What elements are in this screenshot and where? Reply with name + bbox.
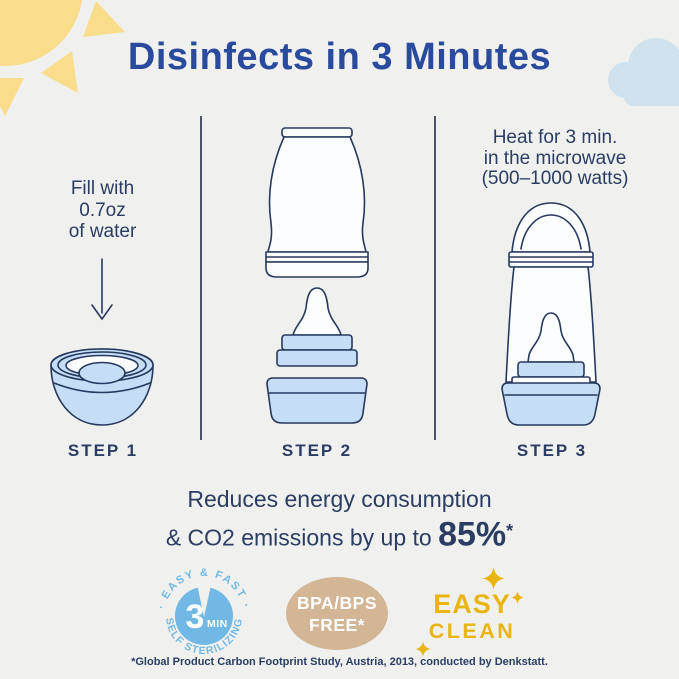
- step3-label: STEP 3: [516, 441, 588, 460]
- sparkle-icon: [415, 641, 431, 657]
- benefit-line2-text: & CO2 emissions by up to: [165, 524, 432, 551]
- timer-3min-icon: 3 MIN: [175, 583, 233, 645]
- sun-icon: [0, 0, 125, 116]
- bpa-free-badge: BPA/BPS FREE*: [286, 577, 388, 650]
- bpa-free-line1: BPA/BPS: [297, 592, 377, 613]
- assembled-bottle-illustration: [501, 202, 601, 426]
- benefit-statement: Reduces energy consumption & CO2 emissio…: [0, 484, 679, 555]
- down-arrow-icon: [91, 258, 113, 321]
- step3-caption: Heat for 3 min. in the microwave (500–10…: [467, 127, 643, 190]
- self-sterilizing-badge: · EASY & FAST · SELF STERILIZING 3 MIN: [156, 567, 251, 657]
- benefit-asterisk: *: [506, 521, 514, 541]
- step1-caption: Fill with 0.7oz of water: [30, 178, 175, 243]
- step1-label: STEP 1: [67, 441, 139, 460]
- badge-minutes-number: 3: [186, 598, 205, 636]
- step1-caption-line: 0.7oz: [79, 199, 126, 221]
- cloud-icon: [608, 38, 679, 106]
- bpa-free-line2: FREE*: [309, 614, 365, 635]
- step1-caption-line: of water: [68, 221, 137, 242]
- easy-clean-line1: EASY: [433, 589, 511, 619]
- page-title: Disinfects in 3 Minutes: [127, 36, 552, 78]
- benefit-line1: Reduces energy consumption: [187, 486, 492, 512]
- column-divider: [200, 116, 202, 440]
- sparkle-icon: [511, 591, 524, 604]
- disassembled-bottle-illustration: [265, 127, 369, 424]
- easy-clean-badge: EASY CLEAN: [405, 589, 539, 643]
- column-divider: [434, 116, 436, 440]
- step3-caption-line: Heat for 3 min.: [492, 127, 618, 148]
- step3-caption-line: (500–1000 watts): [481, 168, 629, 189]
- benefit-highlight: 85%: [438, 515, 507, 554]
- sparkle-icon: [482, 567, 505, 590]
- step1-caption-line: Fill with: [70, 178, 135, 199]
- footnote: *Global Product Carbon Footprint Study, …: [131, 656, 548, 668]
- badge-minutes-unit: MIN: [207, 618, 228, 630]
- water-bowl-illustration: [50, 258, 154, 426]
- step3-caption-line: in the microwave: [483, 147, 627, 169]
- benefit-line2: & CO2 emissions by up to 85%*: [0, 514, 679, 555]
- step2-label: STEP 2: [281, 441, 353, 460]
- easy-clean-line2: CLEAN: [428, 619, 516, 643]
